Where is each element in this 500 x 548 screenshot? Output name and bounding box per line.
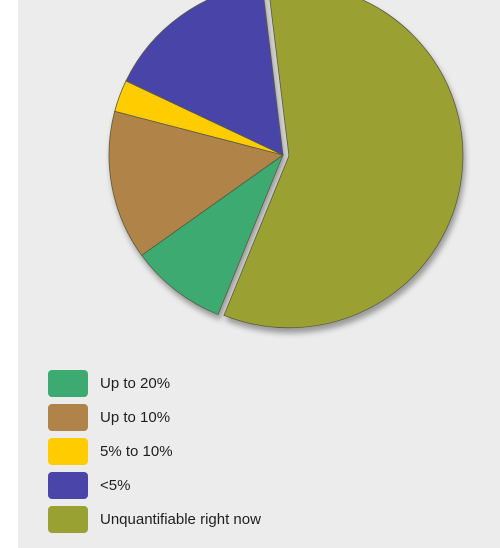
pie-slice-5 <box>125 0 284 156</box>
legend-swatch <box>48 404 88 431</box>
pie-slice-unquantifiable-right-now <box>223 0 464 329</box>
legend-label: Up to 20% <box>100 375 171 392</box>
legend-label: Up to 10% <box>100 409 171 426</box>
legend-item-5-to-10: 5% to 10% <box>48 438 261 465</box>
chart-legend: Up to 20% Up to 10% 5% to 10% <5% Unquan… <box>48 370 261 533</box>
legend-label: <5% <box>100 477 131 494</box>
pie-slice-up-to-20 <box>141 153 284 316</box>
legend-swatch <box>48 370 88 397</box>
legend-swatch <box>48 472 88 499</box>
pie-slice-up-to-10 <box>108 110 284 256</box>
legend-swatch <box>48 506 88 533</box>
legend-item-under-5: <5% <box>48 472 261 499</box>
legend-label: 5% to 10% <box>100 443 173 460</box>
legend-label: Unquantifiable right now <box>100 511 261 528</box>
legend-item-unquantifiable: Unquantifiable right now <box>48 506 261 533</box>
legend-swatch <box>48 438 88 465</box>
chart-panel: Up to 20% Up to 10% 5% to 10% <5% Unquan… <box>18 0 500 548</box>
pie-chart <box>108 0 464 329</box>
legend-item-up-to-20: Up to 20% <box>48 370 261 397</box>
legend-item-up-to-10: Up to 10% <box>48 404 261 431</box>
